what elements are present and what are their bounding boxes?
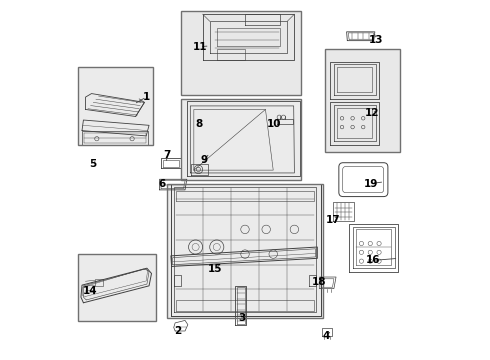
- Text: 12: 12: [365, 108, 379, 118]
- Text: 14: 14: [82, 286, 97, 296]
- Text: 16: 16: [366, 256, 380, 265]
- Text: 3: 3: [238, 313, 245, 323]
- Bar: [325, 49, 400, 152]
- Text: 13: 13: [369, 35, 384, 45]
- Text: 10: 10: [267, 118, 281, 129]
- Bar: [181, 99, 301, 180]
- Bar: [78, 67, 152, 145]
- Text: 1: 1: [143, 92, 150, 102]
- Text: 19: 19: [364, 179, 378, 189]
- Bar: [168, 184, 322, 318]
- Text: 11: 11: [193, 42, 207, 51]
- Bar: [78, 67, 152, 145]
- Bar: [181, 11, 301, 95]
- Bar: [181, 11, 301, 95]
- Text: 4: 4: [322, 331, 330, 341]
- Bar: [78, 254, 156, 321]
- Text: 8: 8: [196, 118, 203, 129]
- Bar: [168, 184, 322, 318]
- Text: 6: 6: [158, 179, 166, 189]
- Bar: [181, 99, 301, 180]
- Text: 17: 17: [326, 215, 341, 225]
- Text: 18: 18: [312, 277, 326, 287]
- Bar: [325, 49, 400, 152]
- Text: 7: 7: [163, 150, 171, 160]
- Text: 5: 5: [89, 159, 96, 169]
- Text: 15: 15: [208, 264, 222, 274]
- Bar: [78, 254, 156, 321]
- Text: 9: 9: [201, 154, 208, 165]
- Text: 2: 2: [174, 326, 182, 336]
